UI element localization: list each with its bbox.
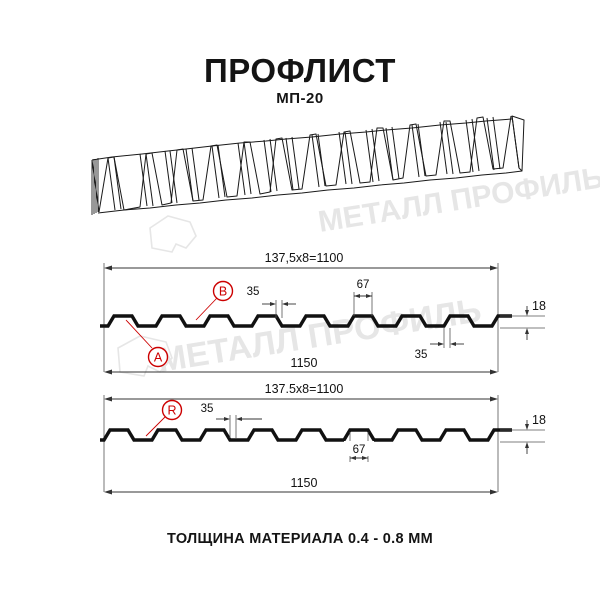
dim-valley-bottom-top-section: 35 xyxy=(415,328,464,361)
profile-polyline-bottom xyxy=(100,428,512,442)
isometric-profile-view xyxy=(91,115,525,215)
dim-overall-width-top: 1150 xyxy=(104,354,498,375)
material-thickness-note: ТОЛЩИНА МАТЕРИАЛА 0.4 - 0.8 ММ xyxy=(167,531,433,547)
dim-label-overall-width-bottom: 1150 xyxy=(291,476,318,490)
profile-polyline-top xyxy=(100,314,512,328)
dim-label-height-top: 18 xyxy=(532,299,546,313)
dim-label-valley-bottom: 35 xyxy=(201,403,214,415)
dim-label-crest-top: 67 xyxy=(357,279,370,291)
dim-crest-top: 67 xyxy=(348,275,378,316)
dim-label-working-width-bottom: 137.5x8=1100 xyxy=(265,382,344,396)
dim-label-overall-width-top: 1150 xyxy=(291,356,318,370)
dim-valley-top: 35 xyxy=(247,286,296,318)
dim-label-working-width-top: 137,5x8=1100 xyxy=(265,251,344,265)
watermark-logo-top xyxy=(149,215,197,253)
callout-b: B xyxy=(195,280,234,321)
page-title: ПРОФЛИСТ xyxy=(204,52,396,89)
dim-valley-bottom: 35 xyxy=(201,403,262,438)
callout-a-label: A xyxy=(154,351,163,365)
watermark-isometric: МЕТАЛЛ ПРОФИЛЬ xyxy=(149,161,600,253)
dim-crest-bottom: 67 xyxy=(344,432,374,462)
dim-label-valley-top: 35 xyxy=(247,286,260,298)
dim-label-height-bottom: 18 xyxy=(532,413,546,427)
callout-a: A xyxy=(125,319,169,368)
dim-working-width-top: 137,5x8=1100 xyxy=(104,249,498,271)
callout-r-label: R xyxy=(167,404,176,418)
section-bottom: 137.5x8=1100 18 xyxy=(100,381,546,495)
dim-height-top: 18 xyxy=(500,299,546,340)
dim-overall-width-bottom: 1150 xyxy=(104,474,498,495)
callout-r: R xyxy=(145,399,183,437)
callout-b-label: B xyxy=(219,285,227,299)
section-top: 137,5x8=1100 18 xyxy=(100,249,546,375)
dim-label-crest-bottom: 67 xyxy=(353,444,366,456)
dim-working-width-bottom: 137.5x8=1100 xyxy=(104,381,498,402)
dim-label-valley-bottom-top-section: 35 xyxy=(415,349,428,361)
page-subtitle: МП-20 xyxy=(276,90,324,107)
dim-height-bottom: 18 xyxy=(500,413,546,454)
